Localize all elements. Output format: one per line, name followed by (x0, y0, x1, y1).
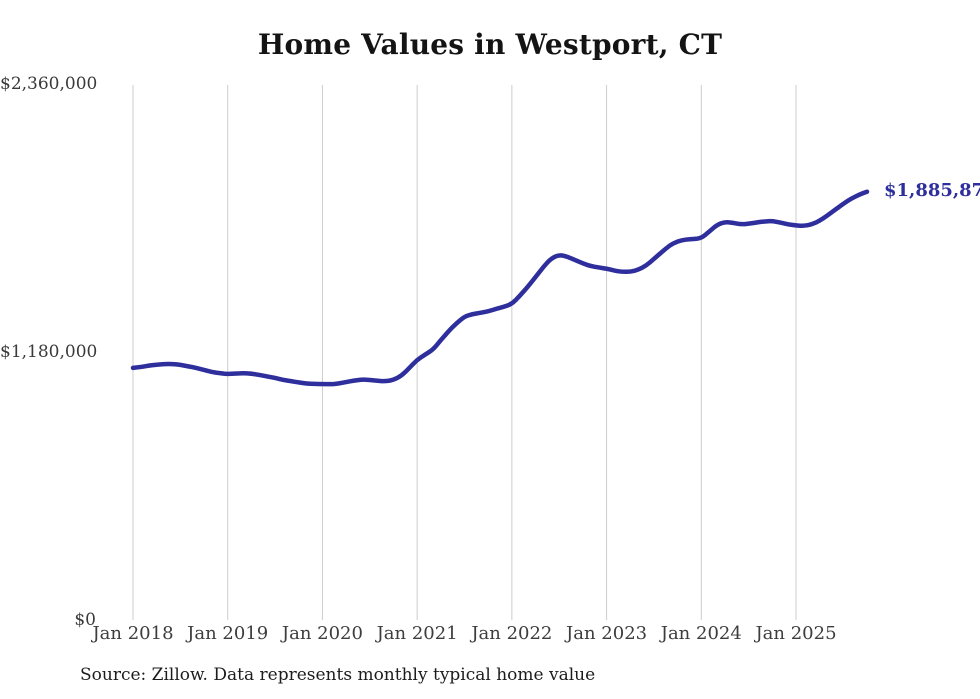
x-axis-label: Jan 2023 (566, 623, 648, 644)
x-axis-label: Jan 2025 (755, 623, 837, 644)
x-axis-label: Jan 2019 (187, 623, 269, 644)
home-value-line (130, 189, 870, 387)
y-axis-label: $2,360,000 (0, 74, 98, 94)
y-axis-label: $0 (74, 610, 96, 630)
chart-title: Home Values in Westport, CT (257, 28, 723, 61)
source-note: Source: Zillow. Data represents monthly … (80, 665, 596, 685)
final-value-label: $1,885,875 (884, 179, 980, 201)
x-axis-label: Jan 2021 (376, 623, 458, 644)
x-axis-label: Jan 2018 (92, 623, 174, 644)
x-axis-label: Jan 2024 (660, 623, 742, 644)
x-axis-label: Jan 2020 (281, 623, 363, 644)
y-axis-label: $1,180,000 (0, 342, 98, 362)
x-axis-label: Jan 2022 (471, 623, 553, 644)
